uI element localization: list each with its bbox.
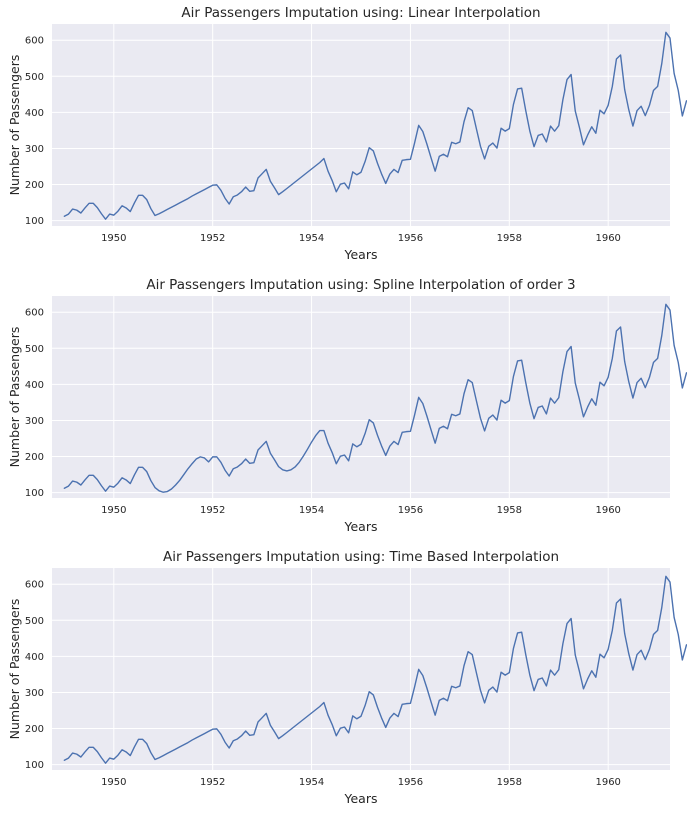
y-tick-label: 100 <box>25 488 44 499</box>
plot-area <box>52 24 670 226</box>
y-tick-label: 600 <box>25 580 44 591</box>
y-tick-label: 500 <box>25 344 44 355</box>
y-tick-label: 600 <box>25 308 44 319</box>
y-tick-label: 200 <box>25 724 44 735</box>
x-tick-label: 1952 <box>200 777 225 788</box>
y-tick-label: 400 <box>25 380 44 391</box>
x-axis-label: Years <box>344 791 378 806</box>
y-tick-label: 200 <box>25 452 44 463</box>
y-tick-label: 100 <box>25 760 44 771</box>
chart-panel-linear: 100 200 300 400 500 600 1950 1952 1954 1956 1958 19… <box>0 0 687 270</box>
x-tick-label: 1960 <box>595 777 620 788</box>
x-axis-label: Years <box>344 247 378 262</box>
series-line-passengers <box>63 575 687 764</box>
x-tick-label: 1956 <box>398 233 423 244</box>
x-tick-label: 1950 <box>101 505 126 516</box>
x-tick-label: 1958 <box>497 505 522 516</box>
x-tick-label: 1956 <box>398 777 423 788</box>
y-tick-label: 600 <box>25 36 44 47</box>
y-tick-label: 500 <box>25 72 44 83</box>
x-tick-label: 1950 <box>101 777 126 788</box>
x-tick-label: 1954 <box>299 777 324 788</box>
x-tick-label: 1954 <box>299 233 324 244</box>
chart-svg-spline: 100 200 300 400 500 600 1950 1952 1954 1956 1958 19… <box>7 277 687 534</box>
chart-panel-time: 100 200 300 400 500 600 1950 1952 1954 1956 1958 19… <box>0 544 687 814</box>
plot-area <box>52 568 670 770</box>
series-line-passengers <box>63 31 687 220</box>
y-axis-label: Number of Passengers <box>7 55 22 196</box>
x-tick-label: 1958 <box>497 233 522 244</box>
chart-title: Air Passengers Imputation using: Time Ba… <box>163 549 559 565</box>
x-tick-label: 1960 <box>595 233 620 244</box>
y-tick-label: 500 <box>25 616 44 627</box>
y-tick-label: 300 <box>25 144 44 155</box>
series-line-passengers <box>63 303 687 493</box>
y-tick-label: 100 <box>25 216 44 227</box>
y-tick-label: 400 <box>25 108 44 119</box>
x-tick-label: 1952 <box>200 505 225 516</box>
x-tick-label: 1960 <box>595 505 620 516</box>
chart-title: Air Passengers Imputation using: Spline … <box>146 277 575 293</box>
x-tick-label: 1954 <box>299 505 324 516</box>
chart-svg-time: 100 200 300 400 500 600 1950 1952 1954 1956 1958 19… <box>7 549 687 806</box>
y-tick-label: 400 <box>25 652 44 663</box>
y-tick-label: 200 <box>25 180 44 191</box>
x-tick-label: 1950 <box>101 233 126 244</box>
y-tick-label: 300 <box>25 416 44 427</box>
y-axis-label: Number of Passengers <box>7 327 22 468</box>
chart-title: Air Passengers Imputation using: Linear … <box>181 5 540 21</box>
x-axis-label: Years <box>344 519 378 534</box>
y-tick-label: 300 <box>25 688 44 699</box>
y-axis-label: Number of Passengers <box>7 599 22 740</box>
x-tick-label: 1958 <box>497 777 522 788</box>
x-tick-label: 1956 <box>398 505 423 516</box>
chart-svg-linear: 100 200 300 400 500 600 1950 1952 1954 1956 1958 19… <box>7 5 687 262</box>
x-tick-label: 1952 <box>200 233 225 244</box>
chart-panel-spline: 100 200 300 400 500 600 1950 1952 1954 1956 1958 19… <box>0 272 687 542</box>
plot-area <box>52 296 670 498</box>
